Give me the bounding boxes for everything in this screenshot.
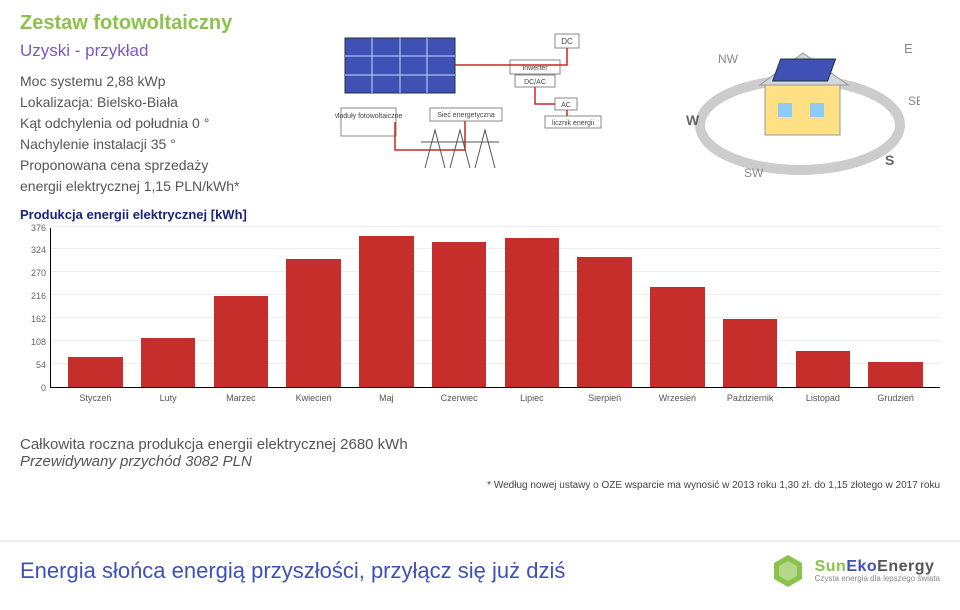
bar-category-label: Listopad bbox=[806, 393, 840, 403]
spec-line: Moc systemu 2,88 kWp bbox=[20, 71, 330, 92]
bar-slot: Kwiecień bbox=[277, 228, 350, 387]
spec-line: Nachylenie instalacji 35 ° bbox=[20, 134, 330, 155]
bar-slot: Styczeń bbox=[59, 228, 132, 387]
bar bbox=[359, 236, 414, 387]
y-axis: 054108162216270324376 bbox=[20, 228, 50, 388]
y-tick: 216 bbox=[31, 291, 46, 301]
modules-label: Moduły fotowoltaiczne bbox=[335, 113, 403, 120]
bar bbox=[868, 362, 923, 387]
compass-s: S bbox=[885, 152, 894, 168]
bar-category-label: Kwiecień bbox=[296, 393, 332, 403]
bar bbox=[141, 338, 196, 387]
bar-category-label: Grudzień bbox=[877, 393, 914, 403]
ac-label: AC bbox=[561, 102, 571, 109]
bar bbox=[68, 357, 123, 387]
compass-nw: NW bbox=[718, 52, 739, 66]
dc-label: DC bbox=[561, 37, 573, 46]
dcac-label: DC/AC bbox=[524, 79, 546, 86]
chart-section: Produkcja energii elektrycznej [kWh] 0 54… bbox=[0, 197, 960, 408]
bar-slot: Sierpień bbox=[568, 228, 641, 387]
footer: Energia słońca energią przyszłości, przy… bbox=[0, 540, 960, 610]
logo-hex-icon bbox=[769, 552, 807, 590]
y-tick: 324 bbox=[31, 245, 46, 255]
compass-diagram: NW E SE W SW S bbox=[640, 12, 940, 197]
spec-line: Proponowana cena sprzedaży bbox=[20, 155, 330, 176]
top-section: Zestaw fotowoltaiczny Uzyski - przykład … bbox=[0, 0, 960, 197]
bar bbox=[796, 351, 851, 387]
page-title: Zestaw fotowoltaiczny bbox=[20, 12, 330, 35]
bar-slot: Listopad bbox=[787, 228, 860, 387]
chart-title: Produkcja energii elektrycznej [kWh] bbox=[20, 207, 940, 222]
y-tick: 0 bbox=[41, 383, 46, 393]
bar bbox=[650, 287, 705, 387]
bar-slot: Marzec bbox=[205, 228, 278, 387]
y-tick: 270 bbox=[31, 268, 46, 278]
bar-category-label: Czerwiec bbox=[441, 393, 478, 403]
chart-plot: StyczeńLutyMarzecKwiecieńMajCzerwiecLipi… bbox=[50, 228, 940, 388]
inverter-label: Inwerter bbox=[522, 65, 548, 72]
bar-slot: Lipiec bbox=[496, 228, 569, 387]
bar-slot: Październik bbox=[714, 228, 787, 387]
diagram-svg: Moduły fotowoltaiczne DC Inwerter DC/AC … bbox=[335, 30, 635, 180]
bar bbox=[286, 259, 341, 387]
grid-label: Sieć energetyczna bbox=[437, 112, 495, 119]
meter-label: licznik energii bbox=[552, 120, 594, 127]
footnote: * Według nowej ustawy o OZE wsparcie ma … bbox=[0, 476, 960, 491]
bar-category-label: Sierpień bbox=[588, 393, 621, 403]
bar-slot: Grudzień bbox=[859, 228, 932, 387]
spec-line: energii elektrycznej 1,15 PLN/kWh* bbox=[20, 176, 330, 197]
bar-slot: Wrzesień bbox=[641, 228, 714, 387]
bar bbox=[723, 319, 778, 387]
compass-se: SE bbox=[908, 94, 920, 108]
y-tick: 108 bbox=[31, 337, 46, 347]
logo-part1: Sun bbox=[815, 558, 847, 575]
bar bbox=[214, 296, 269, 387]
bar-slot: Czerwiec bbox=[423, 228, 496, 387]
compass-svg: NW E SE W SW S bbox=[660, 25, 920, 185]
page-subtitle: Uzyski - przykład bbox=[20, 41, 330, 61]
spec-line: Lokalizacja: Bielsko-Biała bbox=[20, 92, 330, 113]
footer-tagline: Energia słońca energią przyszłości, przy… bbox=[20, 558, 769, 584]
bar bbox=[577, 257, 632, 387]
bar-category-label: Styczeń bbox=[79, 393, 111, 403]
y-tick: 162 bbox=[31, 314, 46, 324]
bar-slot: Luty bbox=[132, 228, 205, 387]
compass-sw: SW bbox=[744, 166, 764, 180]
logo: SunEkoEnergy Czysta energia dla lepszego… bbox=[769, 552, 940, 590]
y-tick: 54 bbox=[36, 360, 46, 370]
bar-category-label: Październik bbox=[727, 393, 774, 403]
bar-chart: 054108162216270324376 StyczeńLutyMarzecK… bbox=[20, 228, 940, 408]
compass-w: W bbox=[686, 112, 700, 128]
bar bbox=[432, 242, 487, 387]
y-tick: 376 bbox=[31, 223, 46, 233]
summary-block: Całkowita roczna produkcja energii elekt… bbox=[0, 408, 960, 476]
bar-category-label: Marzec bbox=[226, 393, 256, 403]
bar-category-label: Maj bbox=[379, 393, 394, 403]
spec-line: Kąt odchylenia od południa 0 ° bbox=[20, 113, 330, 134]
compass-e: E bbox=[904, 41, 913, 56]
logo-part3: Energy bbox=[877, 558, 934, 575]
bar-category-label: Luty bbox=[160, 393, 177, 403]
bar-category-label: Wrzesień bbox=[659, 393, 696, 403]
logo-sub: Czysta energia dla lepszego świata bbox=[815, 575, 940, 583]
logo-part2: Eko bbox=[846, 558, 877, 575]
logo-text: SunEkoEnergy Czysta energia dla lepszego… bbox=[815, 559, 940, 583]
summary-total: Całkowita roczna produkcja energii elekt… bbox=[20, 436, 940, 453]
bar-category-label: Lipiec bbox=[520, 393, 544, 403]
spec-column: Zestaw fotowoltaiczny Uzyski - przykład … bbox=[20, 12, 330, 197]
system-diagram: Moduły fotowoltaiczne DC Inwerter DC/AC … bbox=[330, 12, 640, 197]
summary-revenue: Przewidywany przychód 3082 PLN bbox=[20, 453, 940, 470]
bar bbox=[505, 238, 560, 387]
bar-slot: Maj bbox=[350, 228, 423, 387]
